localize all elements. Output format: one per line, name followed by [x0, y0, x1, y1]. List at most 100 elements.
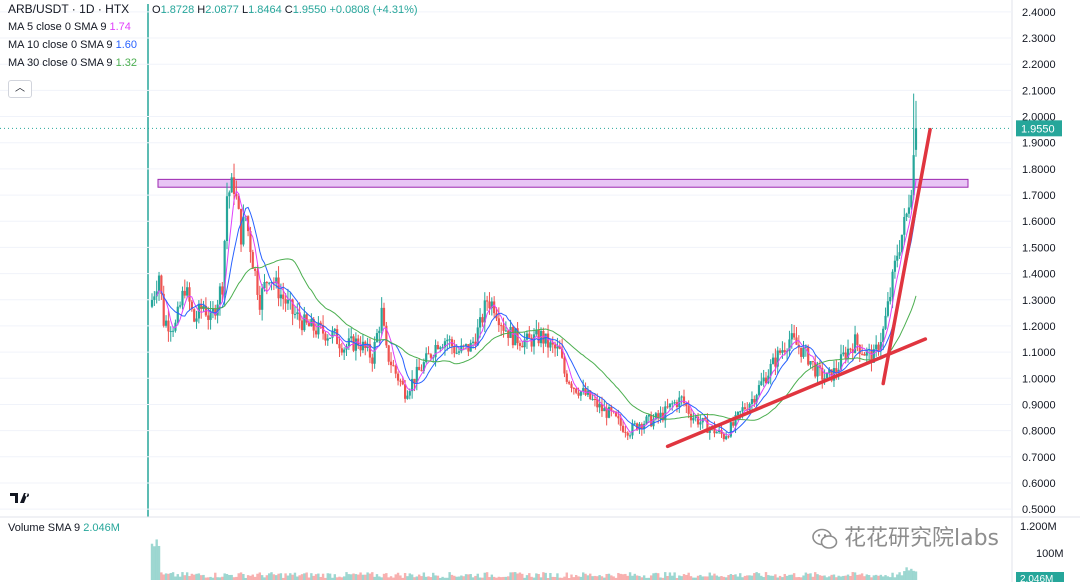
volume-bar [260, 575, 264, 580]
volume-bar [835, 577, 838, 580]
indicator-value: 1.32 [115, 57, 138, 69]
candle-body [296, 312, 299, 314]
candle-body [354, 338, 357, 351]
candle-body [607, 407, 611, 418]
candle-body [565, 373, 568, 382]
candle-body [722, 434, 725, 440]
indicator-ma30[interactable]: MA 30 close 0 SMA 9 1.32 [8, 54, 137, 72]
volume-bar [905, 567, 908, 580]
candle-body [736, 411, 739, 416]
volume-bar [753, 573, 756, 580]
volume-bar [521, 573, 524, 580]
volume-bar [741, 577, 744, 580]
candle-body [157, 275, 161, 292]
candle-body [347, 338, 350, 347]
moving-averages [156, 179, 917, 436]
candle-body [488, 301, 491, 309]
candle-body [368, 344, 372, 358]
low-value: 1.8464 [248, 4, 282, 16]
volume-bar [692, 577, 695, 580]
volume-bar [235, 576, 238, 580]
tradingview-logo-icon[interactable] [10, 491, 32, 507]
indicator-ma5[interactable]: MA 5 close 0 SMA 9 1.74 [8, 18, 137, 36]
volume-bar [342, 576, 346, 580]
volume-legend[interactable]: Volume SMA 9 2.046M [8, 522, 120, 534]
volume-bar [781, 577, 784, 580]
candle-body [851, 349, 854, 353]
candle-body [420, 370, 423, 372]
volume-bar [181, 572, 184, 580]
volume-bar [507, 576, 510, 580]
volume-bar [685, 574, 688, 580]
volume-bar [298, 575, 301, 580]
volume-bar [422, 572, 426, 580]
volume-bar [567, 577, 571, 580]
ohlc-readout: O1.8728 H2.0877 L1.8464 C1.9550 +0.0808 … [152, 4, 418, 16]
volume-bar [314, 574, 318, 580]
volume-bar [574, 575, 578, 580]
volume-bar [326, 573, 329, 580]
candle-body [223, 240, 226, 295]
volume-bar [579, 576, 583, 580]
volume-bar [832, 574, 836, 580]
volume-bar [162, 574, 165, 580]
volume-bar [837, 575, 840, 580]
candle-body [275, 277, 278, 284]
volume-bar [321, 573, 325, 580]
candle-body [614, 411, 618, 417]
candle-body [284, 299, 287, 304]
candle-body [314, 330, 318, 335]
candle-body [434, 344, 437, 358]
volume-bar [214, 572, 217, 580]
candle-body [753, 399, 756, 403]
candle-body [394, 365, 397, 374]
volume-bar [879, 574, 883, 580]
volume-bar [666, 576, 669, 580]
candle-body [429, 354, 432, 358]
volume-bar [900, 575, 904, 580]
volume-bar [399, 575, 402, 580]
volume-bar [844, 575, 847, 580]
volume-bar [814, 572, 817, 580]
candle-body [464, 344, 468, 346]
volume-bar [823, 575, 826, 580]
volume-bar [364, 574, 367, 580]
volume-bar [701, 576, 704, 580]
candle-body [603, 408, 606, 412]
volume-bar [912, 570, 915, 580]
candle-body [546, 333, 550, 348]
candle-body [230, 177, 233, 193]
volume-bar [499, 577, 503, 580]
indicator-ma10[interactable]: MA 10 close 0 SMA 9 1.60 [8, 36, 137, 54]
candle-body [570, 383, 573, 388]
volume-bar [842, 575, 845, 580]
candle-body [371, 357, 374, 364]
candle-body [757, 385, 761, 396]
candle-body [657, 413, 660, 418]
volume-bar [396, 572, 400, 580]
candle-body [884, 315, 887, 329]
volume-bar [851, 572, 854, 580]
volume-bar [893, 577, 897, 580]
volume-bar [675, 577, 679, 580]
candle-body [404, 384, 407, 399]
open-value: 1.8728 [160, 4, 195, 16]
candle-body [671, 403, 674, 405]
last-price-line: 1.9550 [0, 120, 1062, 137]
tick-label: 2.4000 [1022, 7, 1056, 19]
candle-body [575, 388, 578, 393]
volume-bar [244, 577, 247, 580]
volume-bar [514, 572, 517, 580]
collapse-legend-button[interactable]: ︿ [8, 80, 32, 98]
candle-body [893, 260, 897, 272]
candle-body [584, 388, 587, 395]
candle-body [699, 422, 702, 425]
close-value: 1.9550 [292, 4, 327, 16]
volume-bar [699, 574, 702, 580]
candle-body [502, 325, 505, 331]
volume-bar [338, 576, 341, 580]
candle-body [718, 429, 721, 433]
watermark: 花花研究院labs [812, 520, 999, 552]
volume-bar [589, 573, 592, 580]
